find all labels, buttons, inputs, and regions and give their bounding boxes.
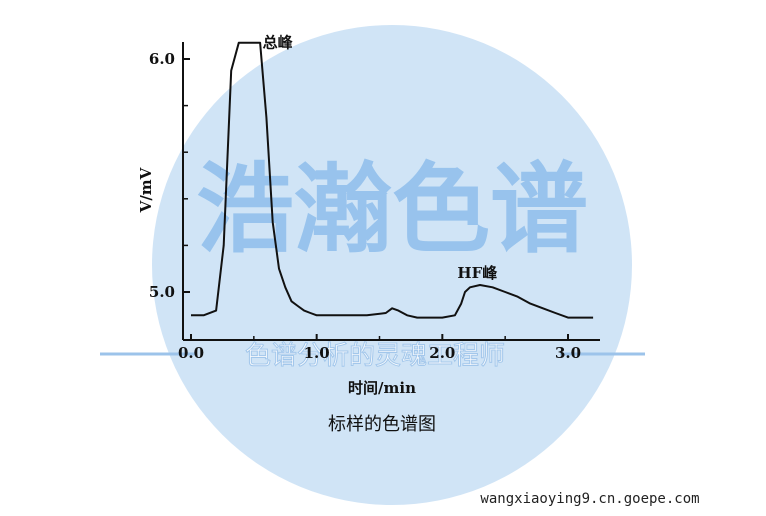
watermark-title: 浩瀚色谱 [196,153,588,267]
x-tick-label: 3.0 [555,344,581,362]
peak-annotation: HF峰 [457,264,498,282]
y-tick-label: 6.0 [149,50,175,68]
watermark-subtitle: 色谱分析的灵魂工程师 [245,341,505,371]
figure-caption: 标样的色谱图 [328,414,436,435]
peak-annotation: 总峰 [263,33,294,51]
x-tick-label: 0.0 [178,344,204,362]
y-axis-title: V/mV [137,167,155,213]
annotations: 总峰 HF峰 [263,33,499,282]
watermark: 浩瀚色谱 色谱分析的灵魂工程师 [100,25,645,505]
axes: V/mV 时间/min [137,42,600,397]
watermark-disc [152,25,632,505]
x-axis-title: 时间/min [348,379,416,397]
plot-area [191,41,594,319]
x-tick-label: 1.0 [304,344,330,362]
series-line [191,41,594,319]
ticks: 0.0 1.0 2.0 3.0 5.0 6.0 [149,50,581,362]
x-tick-label: 2.0 [429,344,455,362]
y-tick-label: 5.0 [149,283,175,301]
source-url: wangxiaoying9.cn.goepe.com [480,491,699,507]
